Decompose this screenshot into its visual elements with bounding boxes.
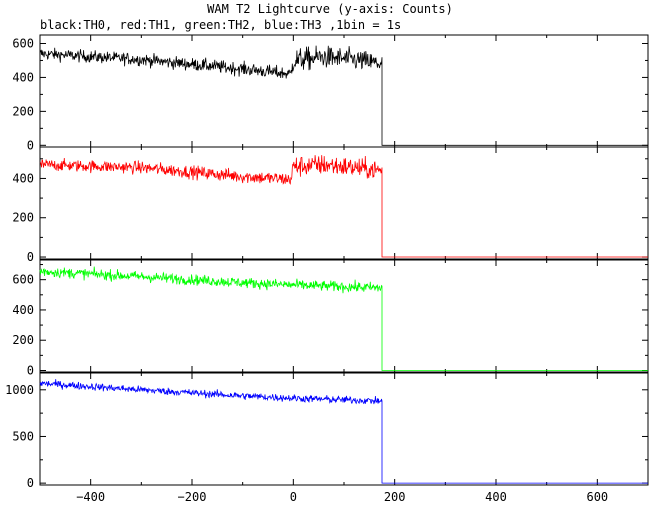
y-tick-label: 600 <box>12 36 34 50</box>
y-tick-label: 0 <box>27 138 34 152</box>
x-tick-label: −400 <box>76 490 105 504</box>
panel-3: 0 500 1000 <box>5 372 649 490</box>
y-tick-label: 1000 <box>5 383 34 397</box>
y-tick-label: 0 <box>27 476 34 490</box>
x-tick-label: 200 <box>384 490 406 504</box>
series-line-3 <box>39 379 648 484</box>
series-line-2 <box>39 266 648 371</box>
panel-2: 0 200 400 600 <box>12 259 649 377</box>
panel-frame <box>39 259 649 373</box>
panel-frame <box>39 34 649 148</box>
y-tick-label: 0 <box>27 250 34 264</box>
y-tick-label: 500 <box>12 429 34 443</box>
y-tick-label: 200 <box>12 333 34 347</box>
x-tick-label: 600 <box>586 490 608 504</box>
y-tick-label: 200 <box>12 211 34 225</box>
panels-group: 0 200 400 600 0 200 400 0 200 400 600 0 500 1000 −400 −… <box>5 34 649 504</box>
y-tick-label: 200 <box>12 104 34 118</box>
series-line-1 <box>39 155 648 258</box>
x-tick-label: −200 <box>178 490 207 504</box>
y-tick-label: 400 <box>12 303 34 317</box>
x-tick-label: 0 <box>290 490 297 504</box>
y-tick-label: 400 <box>12 171 34 185</box>
chart-title: WAM T2 Lightcurve (y-axis: Counts) <box>207 2 453 16</box>
panel-0: 0 200 400 600 <box>12 34 649 152</box>
chart-subtitle: black:TH0, red:TH1, green:TH2, blue:TH3 … <box>40 18 401 32</box>
y-tick-label: 600 <box>12 273 34 287</box>
y-tick-label: 0 <box>27 363 34 377</box>
x-tick-label: 400 <box>485 490 507 504</box>
series-line-0 <box>39 45 648 146</box>
panel-1: 0 200 400 <box>12 146 649 264</box>
y-tick-label: 400 <box>12 70 34 84</box>
